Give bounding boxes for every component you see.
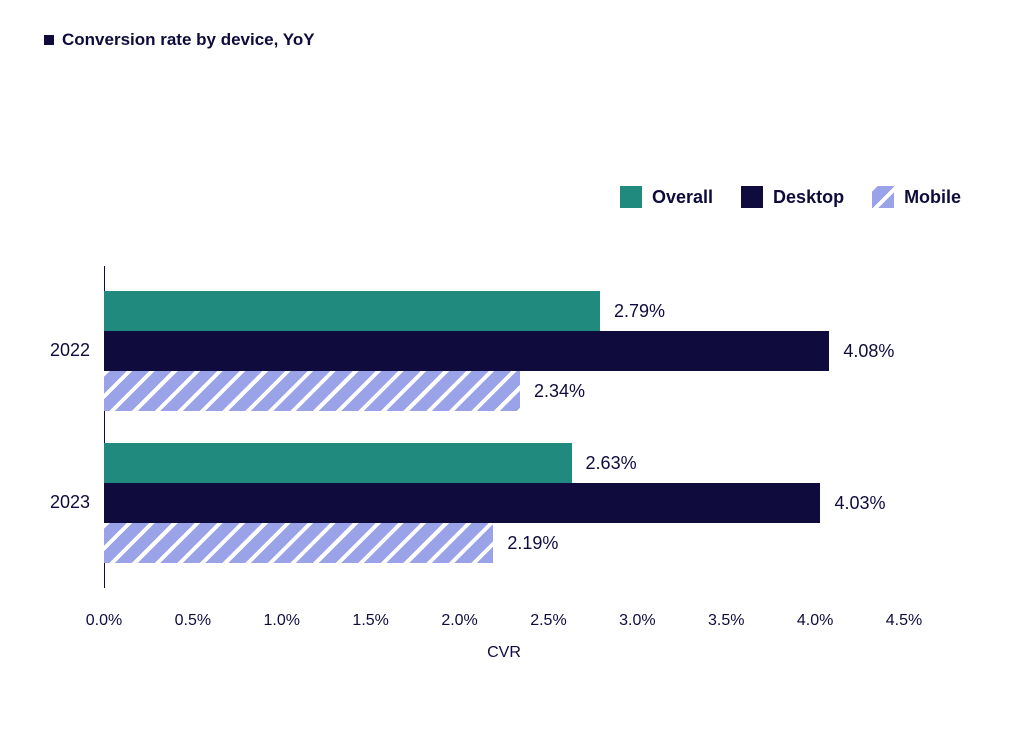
plot-area: 20222.79%4.08%2.34%20232.63%4.03%2.19% 0… bbox=[104, 266, 904, 588]
bar-value-label: 4.08% bbox=[843, 341, 894, 362]
group-label: 2023 bbox=[50, 492, 90, 513]
bar-mobile bbox=[104, 371, 520, 411]
legend-swatch-icon bbox=[741, 186, 763, 208]
group-label: 2022 bbox=[50, 340, 90, 361]
bars-container: 20222.79%4.08%2.34%20232.63%4.03%2.19% bbox=[104, 266, 904, 588]
chart-title: Conversion rate by device, YoY bbox=[62, 30, 315, 50]
bar-desktop bbox=[104, 331, 829, 371]
x-axis-tick: 4.0% bbox=[797, 612, 833, 630]
bar-value-label: 4.03% bbox=[834, 493, 885, 514]
x-axis-tick: 1.0% bbox=[264, 612, 300, 630]
legend-item: Mobile bbox=[872, 186, 961, 208]
x-axis-tick: 2.5% bbox=[530, 612, 566, 630]
page: Conversion rate by device, YoY Overall De… bbox=[0, 0, 1011, 750]
x-axis-label: CVR bbox=[487, 644, 521, 662]
x-axis-tick: 2.0% bbox=[441, 612, 477, 630]
legend-item: Overall bbox=[620, 186, 713, 208]
legend-label: Overall bbox=[652, 187, 713, 208]
x-axis-tick: 0.0% bbox=[86, 612, 122, 630]
bar-overall bbox=[104, 291, 600, 331]
x-axis-tick: 4.5% bbox=[886, 612, 922, 630]
x-axis-tick: 3.0% bbox=[619, 612, 655, 630]
bar-mobile bbox=[104, 523, 493, 563]
legend-label: Mobile bbox=[904, 187, 961, 208]
bar-value-label: 2.79% bbox=[614, 301, 665, 322]
bar-overall bbox=[104, 443, 572, 483]
bar-value-label: 2.63% bbox=[586, 453, 637, 474]
legend-item: Desktop bbox=[741, 186, 844, 208]
legend-swatch-icon bbox=[620, 186, 642, 208]
chart-title-row: Conversion rate by device, YoY bbox=[44, 30, 315, 50]
legend-label: Desktop bbox=[773, 187, 844, 208]
bar-value-label: 2.34% bbox=[534, 381, 585, 402]
legend: Overall Desktop Mobile bbox=[620, 186, 961, 208]
bar-desktop bbox=[104, 483, 820, 523]
legend-swatch-icon bbox=[872, 186, 894, 208]
x-axis-tick: 1.5% bbox=[352, 612, 388, 630]
title-bullet-icon bbox=[44, 35, 54, 45]
x-axis-tick: 0.5% bbox=[175, 612, 211, 630]
bar-value-label: 2.19% bbox=[507, 533, 558, 554]
x-axis-tick: 3.5% bbox=[708, 612, 744, 630]
